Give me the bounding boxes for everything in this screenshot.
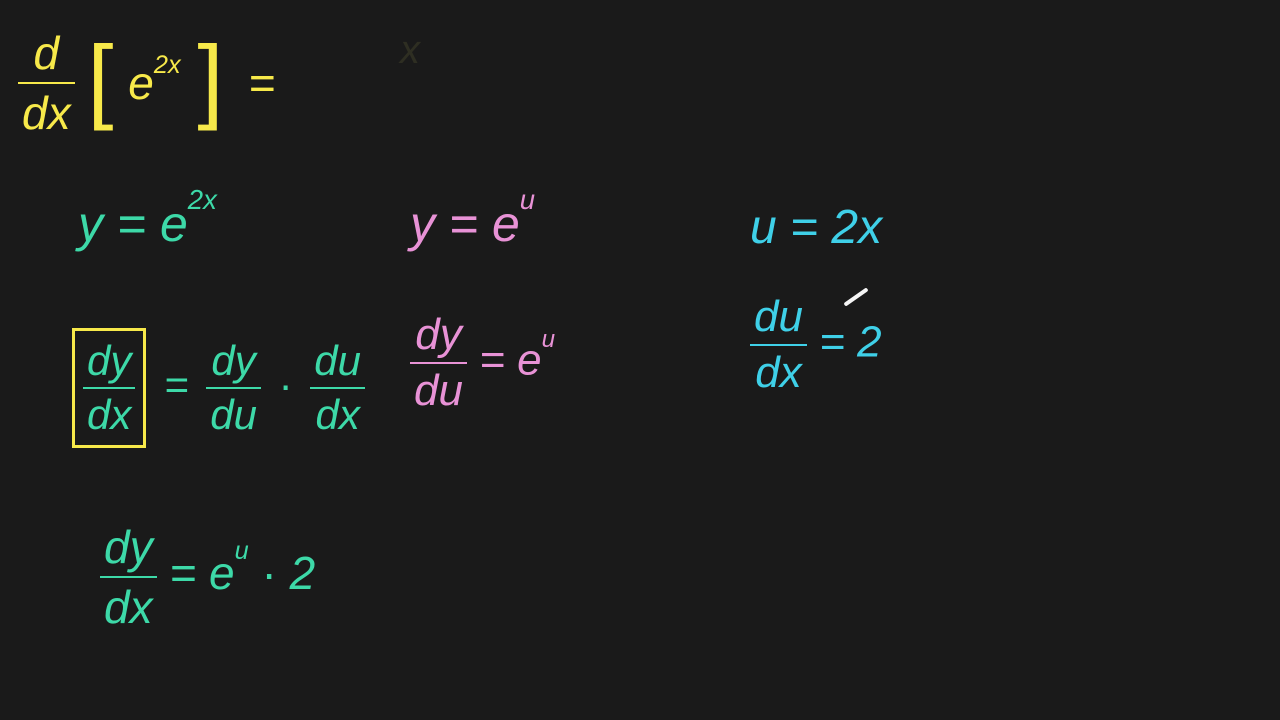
eq3-chain-rule: dy dx = dy du · du dx: [72, 328, 365, 448]
eq8-result: dy dx = eu · 2: [100, 520, 315, 634]
eq8-exp: u: [235, 537, 249, 565]
eq5-e: e: [517, 336, 541, 385]
eq7-dudx: du dx: [750, 292, 807, 398]
eq4-y: y: [410, 196, 435, 252]
eq6-u-2x: u = 2x: [750, 200, 882, 255]
eq1-problem: d dx [ e2x ] =: [18, 26, 275, 140]
eq8-dot: ·: [261, 547, 289, 599]
eq3-dy2: dy: [206, 337, 261, 387]
eq1-equals: =: [236, 56, 275, 110]
eq5-exp: u: [542, 326, 555, 353]
eq3-du2: du: [310, 337, 365, 387]
eq3-dydx: dy dx: [83, 337, 135, 439]
eq7-dx: dx: [750, 344, 807, 398]
eq1-frac-ddx: d dx: [18, 26, 75, 140]
eq4-y-eu: y = eu: [410, 195, 535, 253]
eq3-dx2: dx: [310, 387, 365, 439]
eq8-dx: dx: [100, 576, 157, 634]
eq5-eq: =: [479, 336, 517, 385]
eq2-e: e: [160, 196, 188, 252]
eq3-dydu: dy du: [206, 337, 261, 439]
eq7-val: 2: [857, 318, 881, 367]
eq5-du: du: [410, 362, 467, 416]
eq4-e: e: [492, 196, 520, 252]
eq7-eq: =: [819, 318, 857, 367]
eq8-dydx: dy dx: [100, 520, 157, 634]
eq2-y-e2x: y = e2x: [78, 195, 217, 253]
eq2-eq: =: [103, 196, 160, 252]
eq2-y: y: [78, 196, 103, 252]
eq4-exp: u: [520, 184, 535, 215]
eq3-dy: dy: [83, 337, 135, 387]
eq3-box: dy dx: [72, 328, 146, 448]
eq8-dy: dy: [100, 520, 157, 576]
eq8-eq: =: [169, 547, 209, 599]
eq6-u: u: [750, 201, 777, 254]
eq3-eq: =: [158, 361, 206, 408]
eq3-dx: dx: [83, 387, 135, 439]
eq3-dudx: du dx: [310, 337, 365, 439]
eq8-val: 2: [290, 547, 316, 599]
eq1-e-term: e2x: [126, 56, 184, 110]
eq5-dy: dy: [410, 310, 467, 362]
eq1-exp: 2x: [154, 51, 181, 79]
ghost-x: x: [400, 28, 420, 73]
eq4-eq: =: [435, 196, 492, 252]
eq6-val: 2x: [831, 201, 882, 254]
eq5-dydu-eu: dy du = eu: [410, 310, 555, 416]
eq7-du: du: [750, 292, 807, 344]
eq3-dot: ·: [273, 361, 299, 408]
eq1-d: d: [18, 26, 75, 82]
eq1-dx: dx: [18, 82, 75, 140]
eq1-e: e: [128, 57, 154, 109]
eq3-du: du: [206, 387, 261, 439]
eq6-eq: =: [777, 201, 832, 254]
eq7-dudx-2: du dx = 2: [750, 292, 882, 398]
eq2-exp: 2x: [188, 184, 217, 215]
eq8-e: e: [209, 547, 235, 599]
eq5-dydu: dy du: [410, 310, 467, 416]
